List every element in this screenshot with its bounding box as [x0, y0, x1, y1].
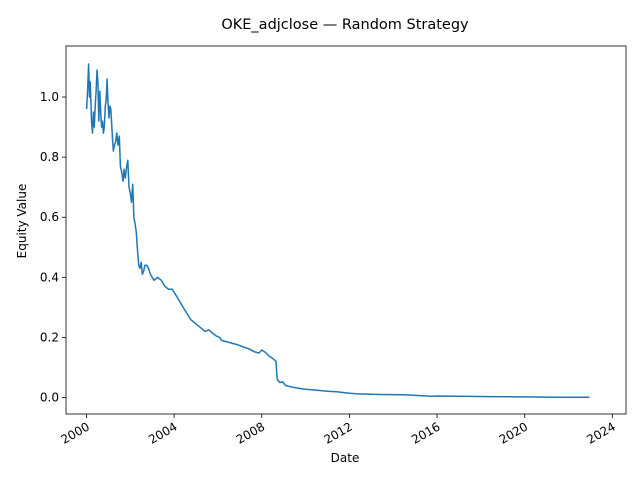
y-tick-label: 0.0	[40, 390, 59, 404]
y-tick-label: 0.4	[40, 270, 59, 284]
y-tick-label: 0.8	[40, 150, 59, 164]
y-axis: 0.0 0.2 0.4 0.6 0.8 1.0	[40, 90, 66, 404]
y-axis-label: Equity Value	[15, 184, 29, 259]
plot-area	[65, 45, 627, 415]
y-tick-label: 0.2	[40, 330, 59, 344]
series-line	[85, 63, 590, 399]
series-layer	[85, 63, 590, 399]
chart-title: OKE_adjclose — Random Strategy	[221, 17, 469, 33]
plot-frame	[65, 45, 627, 415]
y-tick-label: 0.6	[40, 210, 59, 224]
y-tick-label: 1.0	[40, 90, 59, 104]
x-axis-label: Date	[331, 451, 360, 465]
